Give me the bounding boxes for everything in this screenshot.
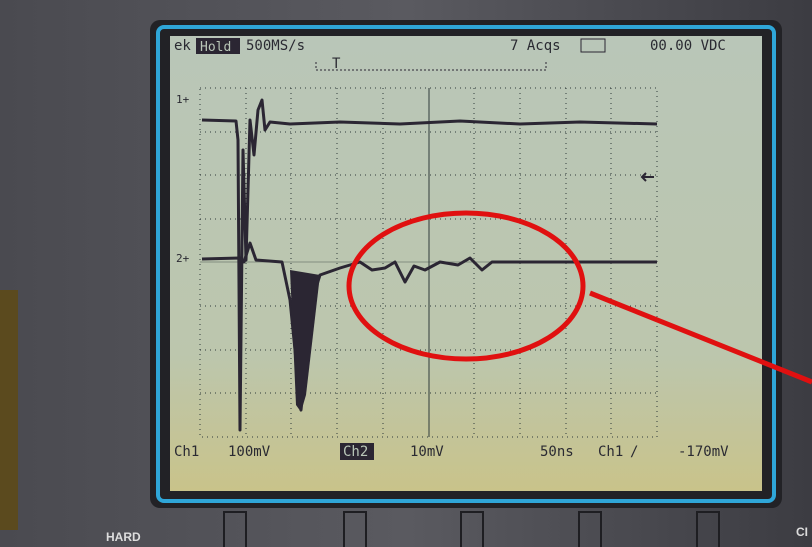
ch1-label: Ch1 <box>174 444 199 460</box>
acq-icon <box>580 38 606 53</box>
readout: 00.00 VDC <box>650 38 726 54</box>
trigger-level: -170mV <box>678 444 729 460</box>
trigger-level-arrow <box>640 172 654 182</box>
bezel-label: CI <box>796 525 808 539</box>
trigger-source: Ch1 <box>598 444 623 460</box>
channel-2-peak <box>290 270 320 412</box>
mode-badge <box>196 38 240 54</box>
trigger-bracket <box>315 62 547 71</box>
ch2-label: Ch2 <box>343 444 368 460</box>
bezel-button <box>223 511 247 547</box>
highlight-ellipse <box>346 210 586 362</box>
channel-marker: 2+ <box>176 252 190 265</box>
ch2-badge <box>340 443 374 460</box>
timebase: 50ns <box>540 444 574 460</box>
trigger-marker: T <box>332 56 341 72</box>
lcd <box>170 36 762 491</box>
sample-rate: 500MS/s <box>246 38 305 54</box>
screen-border <box>156 25 776 503</box>
mode: Hold <box>200 40 231 55</box>
bezel-label: HARD <box>106 530 141 544</box>
bezel-button <box>578 511 602 547</box>
bezel-button <box>343 511 367 547</box>
trigger-slope: / <box>630 444 638 460</box>
brand: ek <box>174 38 191 54</box>
highlight-pointer <box>589 290 812 385</box>
background-edge <box>0 290 18 530</box>
channel-marker: 1+ <box>176 93 190 106</box>
bezel-button <box>460 511 484 547</box>
bezel-button <box>696 511 720 547</box>
channel-2-trace <box>201 241 657 412</box>
channel-1-trace <box>201 98 658 432</box>
acquisitions: 7 Acqs <box>510 38 561 54</box>
ch2-scale: 10mV <box>410 444 444 460</box>
ch1-scale: 100mV <box>228 444 271 460</box>
